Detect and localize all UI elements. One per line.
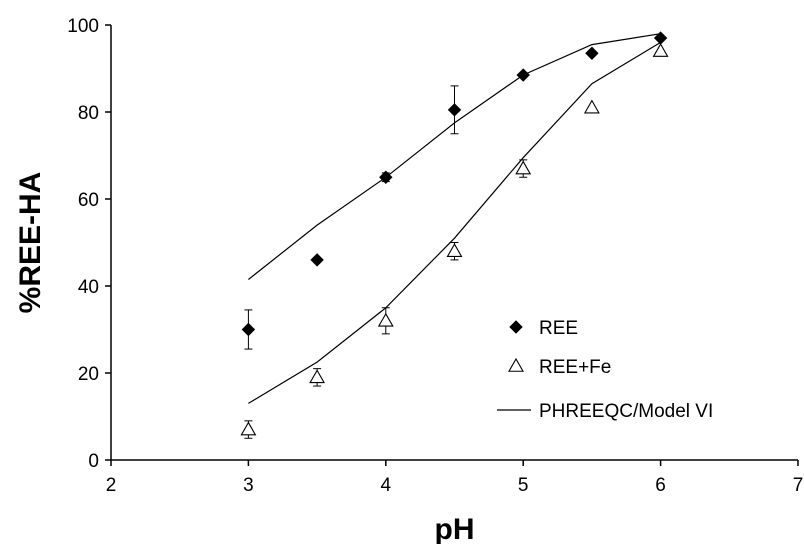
y-tick-label: 20	[78, 364, 99, 385]
axis-ticks: 2 3 4 5 6 7 0 20 40 60 80 100	[67, 16, 803, 496]
y-tick-label: 100	[67, 16, 99, 37]
data-point-ree	[310, 253, 324, 267]
y-axis-title: %REE-HA	[14, 172, 47, 314]
x-tick-label: 5	[518, 475, 529, 496]
data-point-ree-fe	[515, 160, 532, 175]
legend: REE REE+Fe PHREEQC/Model VI	[497, 318, 713, 422]
legend-label-ree-fe: REE+Fe	[539, 357, 611, 378]
data-point-ree-fe	[652, 42, 669, 57]
model-line-1	[248, 41, 661, 404]
y-tick-label: 60	[78, 190, 99, 211]
data-point-ree	[516, 68, 530, 82]
data-point-ree	[447, 103, 462, 117]
data-point-ree	[241, 322, 256, 337]
data-point-ree-fe	[309, 369, 326, 384]
data-point-ree-fe	[377, 312, 394, 327]
x-tick-label: 3	[243, 475, 254, 496]
legend-label-model: PHREEQC/Model VI	[539, 401, 713, 422]
y-tick-label: 40	[78, 277, 99, 298]
data-point-ree	[585, 46, 599, 60]
y-tick-label: 80	[78, 103, 99, 124]
y-tick-label: 0	[88, 451, 99, 472]
legend-marker-ree	[509, 320, 523, 334]
data-point-ree-fe	[240, 421, 257, 436]
x-tick-label: 2	[106, 475, 117, 496]
data-point-ree-fe	[583, 99, 600, 114]
x-axis-title: pH	[435, 513, 475, 544]
x-tick-label: 6	[655, 475, 666, 496]
error-bars	[244, 72, 528, 439]
data-point-ree-fe	[446, 243, 463, 258]
legend-label-ree: REE	[539, 318, 578, 339]
data-point-ree	[379, 170, 393, 184]
data-points	[240, 31, 669, 436]
x-tick-label: 4	[381, 475, 392, 496]
legend-marker-ree-fe	[508, 357, 524, 372]
x-tick-label: 7	[793, 475, 804, 496]
